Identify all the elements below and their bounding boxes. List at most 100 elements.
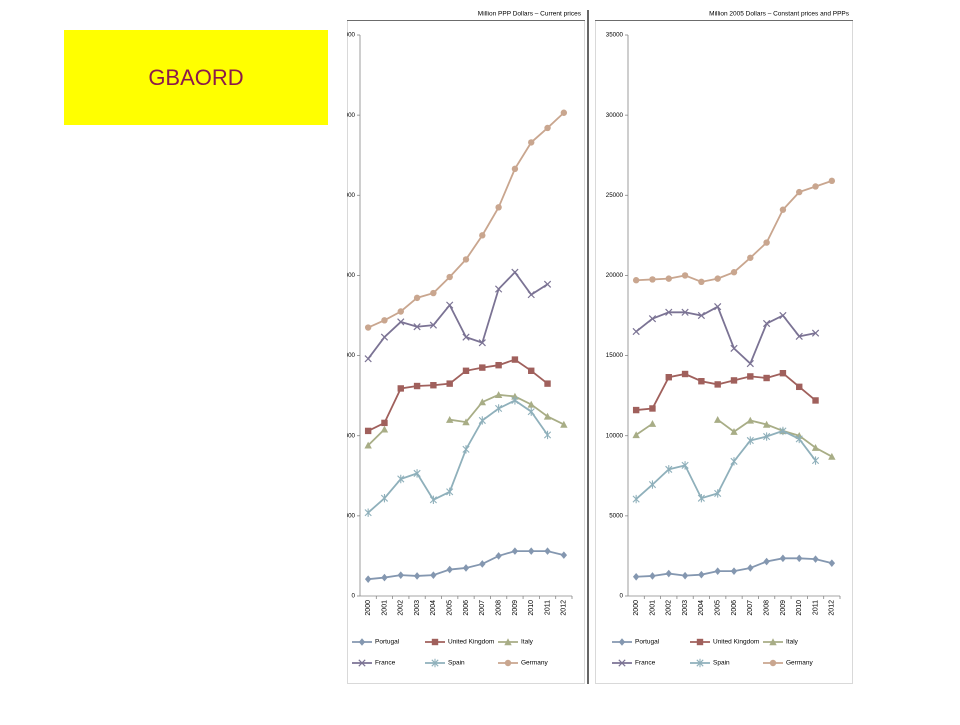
point [779,206,787,213]
x-tick-label: 2007 [747,600,754,616]
point [511,396,519,405]
point [429,321,438,329]
point [811,444,820,451]
point [446,273,453,281]
point [527,291,535,299]
point [828,452,836,460]
point [511,547,519,555]
panel-border [595,20,853,684]
slide-title: GBAORD [148,65,243,90]
point [681,308,689,316]
point [543,430,552,440]
x-tick-label: 2000 [365,600,372,616]
point [747,564,754,572]
point [413,382,421,390]
point [665,275,672,282]
point [413,294,421,302]
point [528,547,535,555]
point [560,551,568,559]
point [397,474,405,484]
point [380,333,389,341]
point [397,571,404,579]
point [632,277,640,284]
legend-label: Italy [521,639,534,646]
point [730,567,738,575]
legend-marker [769,659,777,667]
point [746,416,755,424]
point [714,567,721,575]
x-tick-label: 2004 [698,600,705,616]
x-tick-label: 2005 [715,600,722,616]
x-tick-label: 2011 [812,600,819,615]
point [812,397,819,404]
point [462,256,470,263]
x-tick-label: 2006 [463,600,470,616]
series-line [635,305,816,366]
point [430,382,437,389]
legend-label: Spain [713,660,730,667]
legend-label: United Kingdom [448,639,494,646]
point [763,239,770,246]
point [462,564,470,572]
legend-label: Germany [521,660,548,667]
point [397,318,405,326]
point [364,508,372,517]
point [763,432,771,441]
series-line [636,180,833,283]
point [544,547,551,555]
point [649,276,656,283]
point [462,367,470,374]
point [430,289,437,297]
point [478,339,486,347]
legend-label: Italy [786,639,799,646]
x-tick-label: 2003 [682,600,689,616]
x-tick-label: 2001 [649,600,656,616]
legend-marker [431,638,439,646]
point [763,374,770,382]
point [381,573,388,582]
point [462,418,470,426]
point [747,254,754,261]
point [479,232,486,239]
point [746,359,754,368]
legend-label: France [375,660,396,667]
legend-marker [696,658,704,668]
point [381,317,388,324]
y-tick-label: 30000 [338,112,356,119]
point [495,552,502,560]
point [762,319,771,328]
point [528,139,535,146]
y-tick-label: 10000 [338,432,356,439]
legend-marker [618,659,626,667]
point [681,571,689,580]
point [812,183,819,190]
point [446,487,454,497]
x-tick-label: 2007 [479,600,486,616]
point [560,109,568,116]
point [364,427,372,435]
point [462,445,470,454]
point [364,441,372,449]
x-tick-label: 2009 [512,600,519,616]
legend-label: Germany [786,660,813,667]
point [544,124,551,132]
x-tick-label: 2010 [796,600,803,616]
legend-marker [696,638,704,646]
legend-marker [358,638,366,646]
y-tick-label: 5000 [341,512,355,519]
y-tick-label: 5000 [609,512,623,519]
y-tick-label: 20000 [606,272,624,279]
point [796,188,803,196]
point [698,570,705,579]
point [429,495,437,505]
y-tick-label: 15000 [338,352,356,359]
point [648,480,657,489]
point [681,461,689,470]
point [445,415,454,423]
x-tick-label: 2003 [414,600,421,616]
y-tick-label: 25000 [338,192,356,199]
chart-title: Million 2005 Dollars – Constant prices a… [709,11,850,18]
point [364,355,372,363]
point [495,404,503,413]
